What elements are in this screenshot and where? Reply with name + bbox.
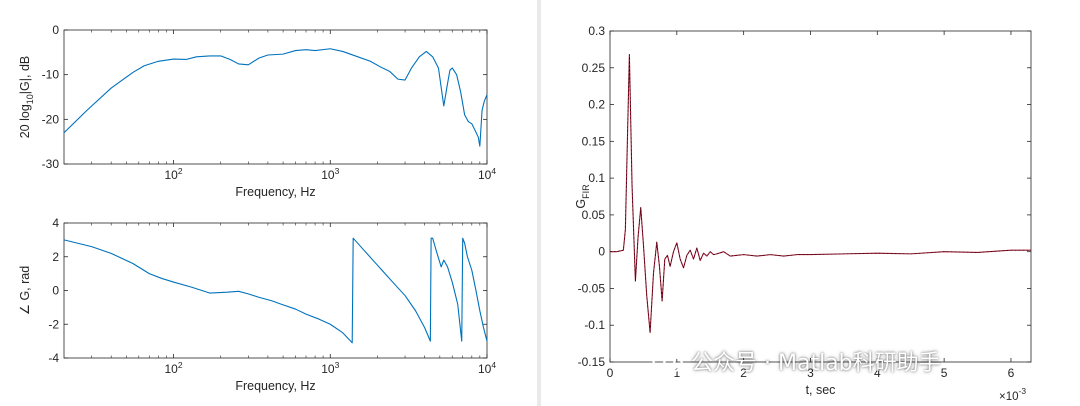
plot-area [63,29,488,165]
y-tick-label: -2 [48,317,59,331]
series-line-2 [610,54,1031,333]
y-tick-label: -0.05 [578,281,606,295]
panel-divider [537,0,541,406]
y-tick-label: 0.1 [588,171,605,185]
y-axis-label: 20 log10|G|, dB [18,56,35,139]
x-tick-exponent: 2 [178,166,183,176]
y-tick-label: -0.1 [584,318,605,332]
x-tick-label: 103 [321,166,339,182]
y-label-part: G [574,199,588,209]
y-tick-label: 4 [52,216,59,230]
x-axis-exponent-power: -3 [1019,386,1027,396]
y-tick-label: -4 [48,351,59,365]
y-tick-label: -0.15 [578,355,606,369]
plot-area [63,222,488,359]
x-tick-label: 1 [673,366,680,380]
wechat-icon [651,348,684,373]
y-tick-label: 0 [52,23,59,37]
x-tick-label: 3 [807,366,814,380]
y-tick-label: 2 [52,250,59,264]
x-tick-exponent: 4 [491,166,496,176]
x-tick-label: 6 [1008,366,1015,380]
x-tick-label: 103 [321,360,339,376]
x-tick-label: 104 [478,360,496,376]
x-tick-label: 2 [740,366,747,380]
y-tick-label: 0.3 [588,24,605,38]
series-line-1 [63,48,488,147]
x-tick-exponent: 2 [178,360,183,370]
y-tick-label: -20 [42,112,60,126]
x-axis-label: Frequency, Hz [235,185,315,199]
y-tick-label: 0.25 [582,61,606,75]
chart-3: 0 1 2 3 4 5 6 0.3 0.25 0.2 0.15 0.1 0.05 0 -0.05 -0.1 -0… [574,24,1032,403]
y-axis-label: ∠ G, rad [18,266,32,315]
y-label-part: 20 log [18,104,32,138]
x-tick-label: 0 [607,366,614,380]
x-axis-label: t, sec [806,383,836,397]
x-tick-exponent: 3 [335,360,340,370]
y-tick-label: -30 [42,157,60,171]
y-tick-label: 0.05 [582,208,606,222]
x-tick-label: 104 [478,166,496,182]
x-axis-label: Frequency, Hz [235,379,315,393]
y-tick-label: -10 [42,68,60,82]
x-tick-label: 102 [165,166,183,182]
plot-area [609,30,1032,363]
y-tick-label: 0 [52,284,59,298]
y-tick-label: 0.15 [582,134,606,148]
y-tick-label: 0.2 [588,98,605,112]
x-tick-exponent: 3 [335,166,340,176]
y-label-part: |G|, dB [18,56,32,94]
x-tick-label: 102 [165,360,183,376]
x-tick-label: 5 [941,366,948,380]
series-line-1 [63,237,488,344]
watermark-text: 公众号 · Matlab科研助手 [691,351,941,376]
watermark: 公众号 · Matlab科研助手 [651,344,941,378]
x-tick-exponent: 4 [491,360,496,370]
y-axis-label: GFIR [574,184,591,209]
y-label-subscript: 10 [25,94,35,104]
x-tick-label: 4 [874,366,881,380]
y-label-subscript: FIR [581,184,591,199]
x-axis-exponent: ×10-3 [999,386,1026,403]
y-tick-label: 0 [598,245,605,259]
